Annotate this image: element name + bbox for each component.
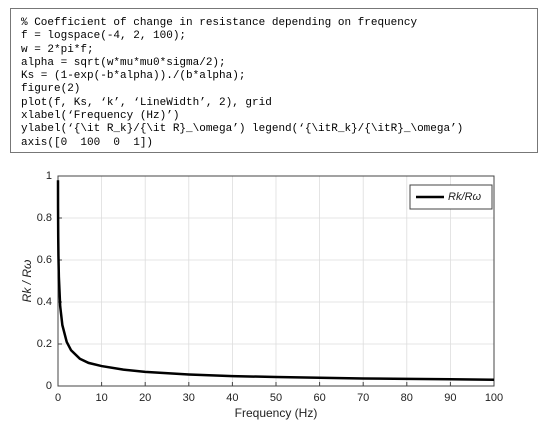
code-line: ylabel(‘{\it R_k}/{\it R}_\omega’) legen…	[21, 123, 464, 136]
x-tick-label: 100	[485, 392, 503, 404]
code-line: figure(2)	[21, 83, 81, 96]
code-line: Ks = (1-exp(-b*alpha))./(b*alpha);	[21, 70, 246, 83]
x-tick-label: 90	[444, 392, 456, 404]
legend-label: Rk/Rω	[448, 191, 481, 203]
x-tick-label: 40	[226, 392, 238, 404]
code-line: axis([0 100 0 1])	[21, 136, 154, 149]
x-tick-label: 0	[55, 392, 61, 404]
code-line: xlabel(‘Frequency (Hz)’)	[21, 110, 180, 123]
y-tick-label: 0.6	[37, 254, 52, 266]
y-axis-label: Rk / Rω	[20, 260, 34, 303]
y-tick-label: 0.4	[37, 296, 52, 308]
chart: 00.20.40.60.810 10 20 30 40 50 60 70 80 90 100Freq…	[20, 170, 503, 420]
x-tick-label: 10	[95, 392, 107, 404]
x-tick-label: 20	[139, 392, 151, 404]
x-tick-label: 60	[313, 392, 325, 404]
code-line: w = 2*pi*f;	[21, 43, 94, 56]
y-tick-label: 0.8	[37, 212, 52, 224]
code-block: % Coefficient of change in resistance de…	[10, 8, 538, 153]
code-line: alpha = sqrt(w*mu*mu0*sigma/2);	[21, 56, 226, 69]
y-tick-label: 0.2	[37, 338, 52, 350]
line-series	[56, 180, 495, 381]
y-tick-label: 1	[46, 170, 52, 182]
code-line: plot(f, Ks, ‘k’, ‘LineWidth’, 2), grid	[21, 96, 272, 109]
x-axis-label: Frequency (Hz)	[235, 406, 318, 420]
x-tick-label: 30	[183, 392, 195, 404]
code-line: % Coefficient of change in resistance de…	[21, 17, 418, 29]
code-line: f = logspace(-4, 2, 100);	[21, 30, 187, 43]
x-tick-label: 80	[401, 392, 413, 404]
x-tick-label: 70	[357, 392, 369, 404]
x-tick-label: 50	[270, 392, 282, 404]
y-tick-label: 0	[46, 380, 52, 392]
